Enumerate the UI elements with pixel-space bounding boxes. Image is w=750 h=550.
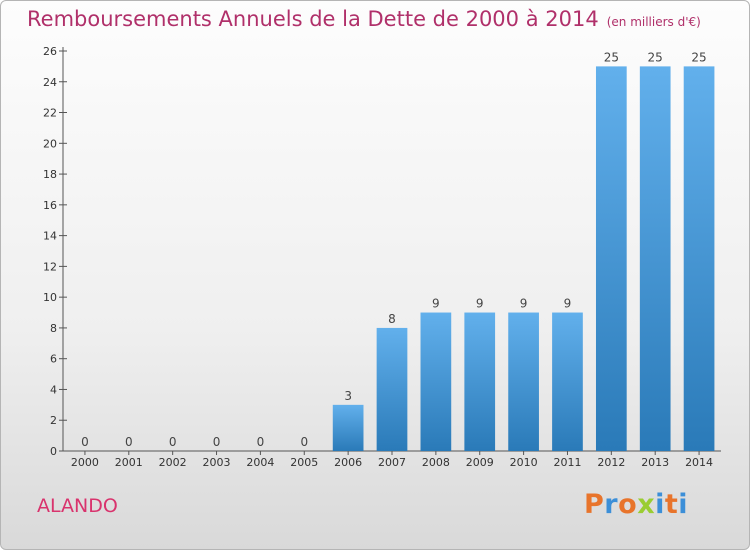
x-tick-label: 2002: [159, 456, 187, 469]
x-tick-label: 2012: [597, 456, 625, 469]
x-tick-label: 2014: [685, 456, 713, 469]
y-tick-label: 8: [50, 322, 57, 335]
data-label-2007: 8: [388, 312, 396, 326]
x-tick-label: 2013: [641, 456, 669, 469]
data-label-2002: 0: [169, 435, 177, 449]
data-label-2010: 9: [520, 297, 528, 311]
x-tick-label: 2000: [71, 456, 99, 469]
x-tick-label: 2008: [422, 456, 450, 469]
y-tick-label: 22: [43, 107, 57, 120]
data-label-2001: 0: [125, 435, 133, 449]
bar-2007: [376, 327, 408, 451]
y-tick-label: 14: [43, 230, 57, 243]
y-tick-label: 6: [50, 353, 57, 366]
y-tick-label: 26: [43, 45, 57, 58]
x-tick-label: 2003: [203, 456, 231, 469]
y-tick-label: 24: [43, 76, 57, 89]
data-label-2011: 9: [564, 297, 572, 311]
x-tick-label: 2009: [466, 456, 494, 469]
chart-unit: (en milliers d'€): [606, 15, 701, 29]
data-label-2014: 25: [691, 50, 706, 64]
y-tick-label: 20: [43, 137, 57, 150]
bar-2010: [508, 312, 539, 451]
y-tick-label: 10: [43, 291, 57, 304]
chart-title: Remboursements Annuels de la Dette de 20…: [27, 7, 701, 31]
bar-2011: [552, 312, 583, 451]
y-tick-label: 0: [50, 445, 57, 458]
x-tick-label: 2006: [334, 456, 362, 469]
bar-2008: [420, 312, 452, 451]
data-label-2000: 0: [81, 435, 89, 449]
y-tick-label: 16: [43, 199, 57, 212]
x-tick-label: 2005: [290, 456, 318, 469]
data-label-2008: 9: [432, 297, 440, 311]
bar-2014: [683, 66, 715, 451]
proxiti-logo: Proxiti: [584, 489, 689, 520]
location-name: ALANDO: [37, 495, 118, 517]
data-label-2009: 9: [476, 297, 484, 311]
x-tick-label: 2011: [553, 456, 581, 469]
data-label-2012: 25: [604, 50, 619, 64]
x-tick-label: 2004: [246, 456, 274, 469]
data-label-2003: 0: [213, 435, 221, 449]
data-label-2006: 3: [344, 389, 352, 403]
x-tick-label: 2007: [378, 456, 406, 469]
bar-2012: [595, 66, 627, 451]
data-label-2013: 25: [648, 50, 663, 64]
x-tick-label: 2010: [510, 456, 538, 469]
bar-2009: [464, 312, 496, 451]
bar-2013: [639, 66, 671, 451]
x-tick-label: 2001: [115, 456, 143, 469]
y-tick-label: 2: [50, 414, 57, 427]
y-tick-label: 12: [43, 260, 57, 273]
bar-2006: [332, 404, 364, 451]
y-tick-label: 4: [50, 383, 57, 396]
data-label-2004: 0: [257, 435, 265, 449]
chart-title-text: Remboursements Annuels de la Dette de 20…: [27, 7, 599, 31]
y-tick-label: 18: [43, 168, 57, 181]
data-label-2005: 0: [300, 435, 308, 449]
